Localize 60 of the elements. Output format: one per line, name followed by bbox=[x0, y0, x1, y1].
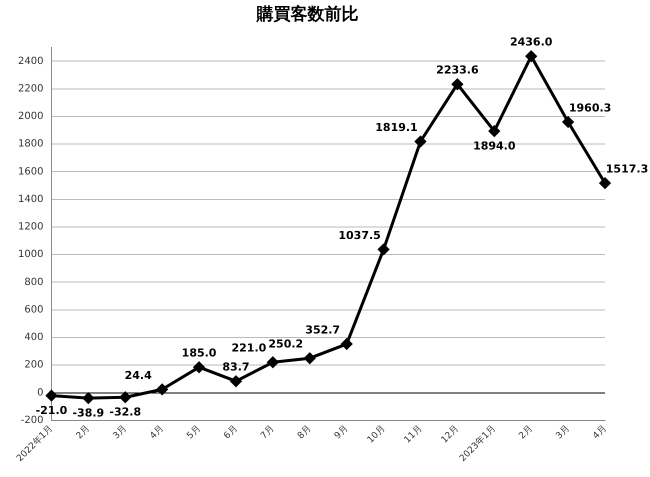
point bbox=[452, 78, 463, 90]
y-tick-label: 200 bbox=[24, 360, 44, 371]
chart-title: 購買客数前比 bbox=[256, 4, 358, 25]
data-label: -38.9 bbox=[72, 406, 104, 420]
x-tick-label: 10月 bbox=[366, 424, 388, 446]
point bbox=[120, 392, 131, 403]
y-tick-label: 1600 bbox=[18, 166, 44, 178]
data-label: 2436.0 bbox=[510, 36, 553, 49]
x-tick-label: 2月 bbox=[74, 424, 92, 442]
data-label: 2233.6 bbox=[436, 64, 479, 77]
data-label: 352.7 bbox=[305, 323, 340, 336]
y-tick-label: 0 bbox=[37, 387, 44, 398]
y-tick-label: 2000 bbox=[18, 111, 44, 122]
point bbox=[194, 362, 205, 373]
x-tick-label: 3月 bbox=[112, 424, 130, 442]
y-tick-label: 1000 bbox=[18, 249, 44, 260]
data-label: 185.0 bbox=[182, 346, 217, 360]
data-label: -32.8 bbox=[109, 406, 142, 419]
x-tick-label: 8月 bbox=[296, 424, 314, 442]
x-tick-label: 2月 bbox=[517, 424, 535, 442]
point bbox=[304, 352, 316, 364]
y-tick-label: -200 bbox=[20, 414, 44, 426]
y-tick-label: 1200 bbox=[18, 222, 44, 233]
x-tick-label: 11月 bbox=[402, 424, 424, 446]
y-tick-label: 2400 bbox=[18, 56, 44, 67]
point bbox=[82, 392, 94, 404]
point bbox=[414, 136, 426, 147]
y-tick-label: 1800 bbox=[18, 138, 44, 150]
data-label: 24.4 bbox=[124, 368, 152, 382]
x-tick-label: 12月 bbox=[440, 424, 462, 446]
point bbox=[156, 384, 168, 395]
y-tick-label: 2200 bbox=[18, 83, 44, 94]
data-label: 1960.3 bbox=[568, 101, 612, 114]
point bbox=[562, 116, 574, 128]
data-label: 1894.0 bbox=[473, 139, 516, 152]
x-tick-label: 9月 bbox=[332, 424, 350, 442]
point bbox=[378, 244, 390, 255]
point bbox=[46, 390, 57, 402]
y-tick-label: 400 bbox=[24, 332, 44, 344]
data-label: 221.0 bbox=[231, 342, 267, 355]
data-label: 1517.3 bbox=[606, 162, 648, 176]
point bbox=[267, 356, 278, 368]
data-label: 250.2 bbox=[268, 338, 304, 351]
point bbox=[488, 126, 500, 137]
data-label: 83.7 bbox=[222, 360, 250, 374]
point bbox=[230, 376, 242, 387]
point bbox=[600, 178, 610, 189]
data-label: 1037.5 bbox=[338, 228, 381, 242]
point bbox=[341, 338, 352, 350]
y-tick-label: 600 bbox=[24, 304, 44, 316]
x-tick-label: 6月 bbox=[222, 424, 240, 442]
x-tick-label: 7月 bbox=[259, 424, 277, 442]
x-tick-label: 4月 bbox=[591, 424, 609, 442]
x-tick-label: 5月 bbox=[185, 424, 203, 442]
x-tick-label: 4月 bbox=[148, 424, 166, 442]
data-label: 1819.1 bbox=[375, 120, 418, 134]
y-tick-label: 1400 bbox=[18, 194, 44, 205]
y-tick-label: 800 bbox=[24, 276, 44, 288]
point bbox=[526, 50, 537, 62]
x-tick-label: 3月 bbox=[554, 424, 572, 442]
